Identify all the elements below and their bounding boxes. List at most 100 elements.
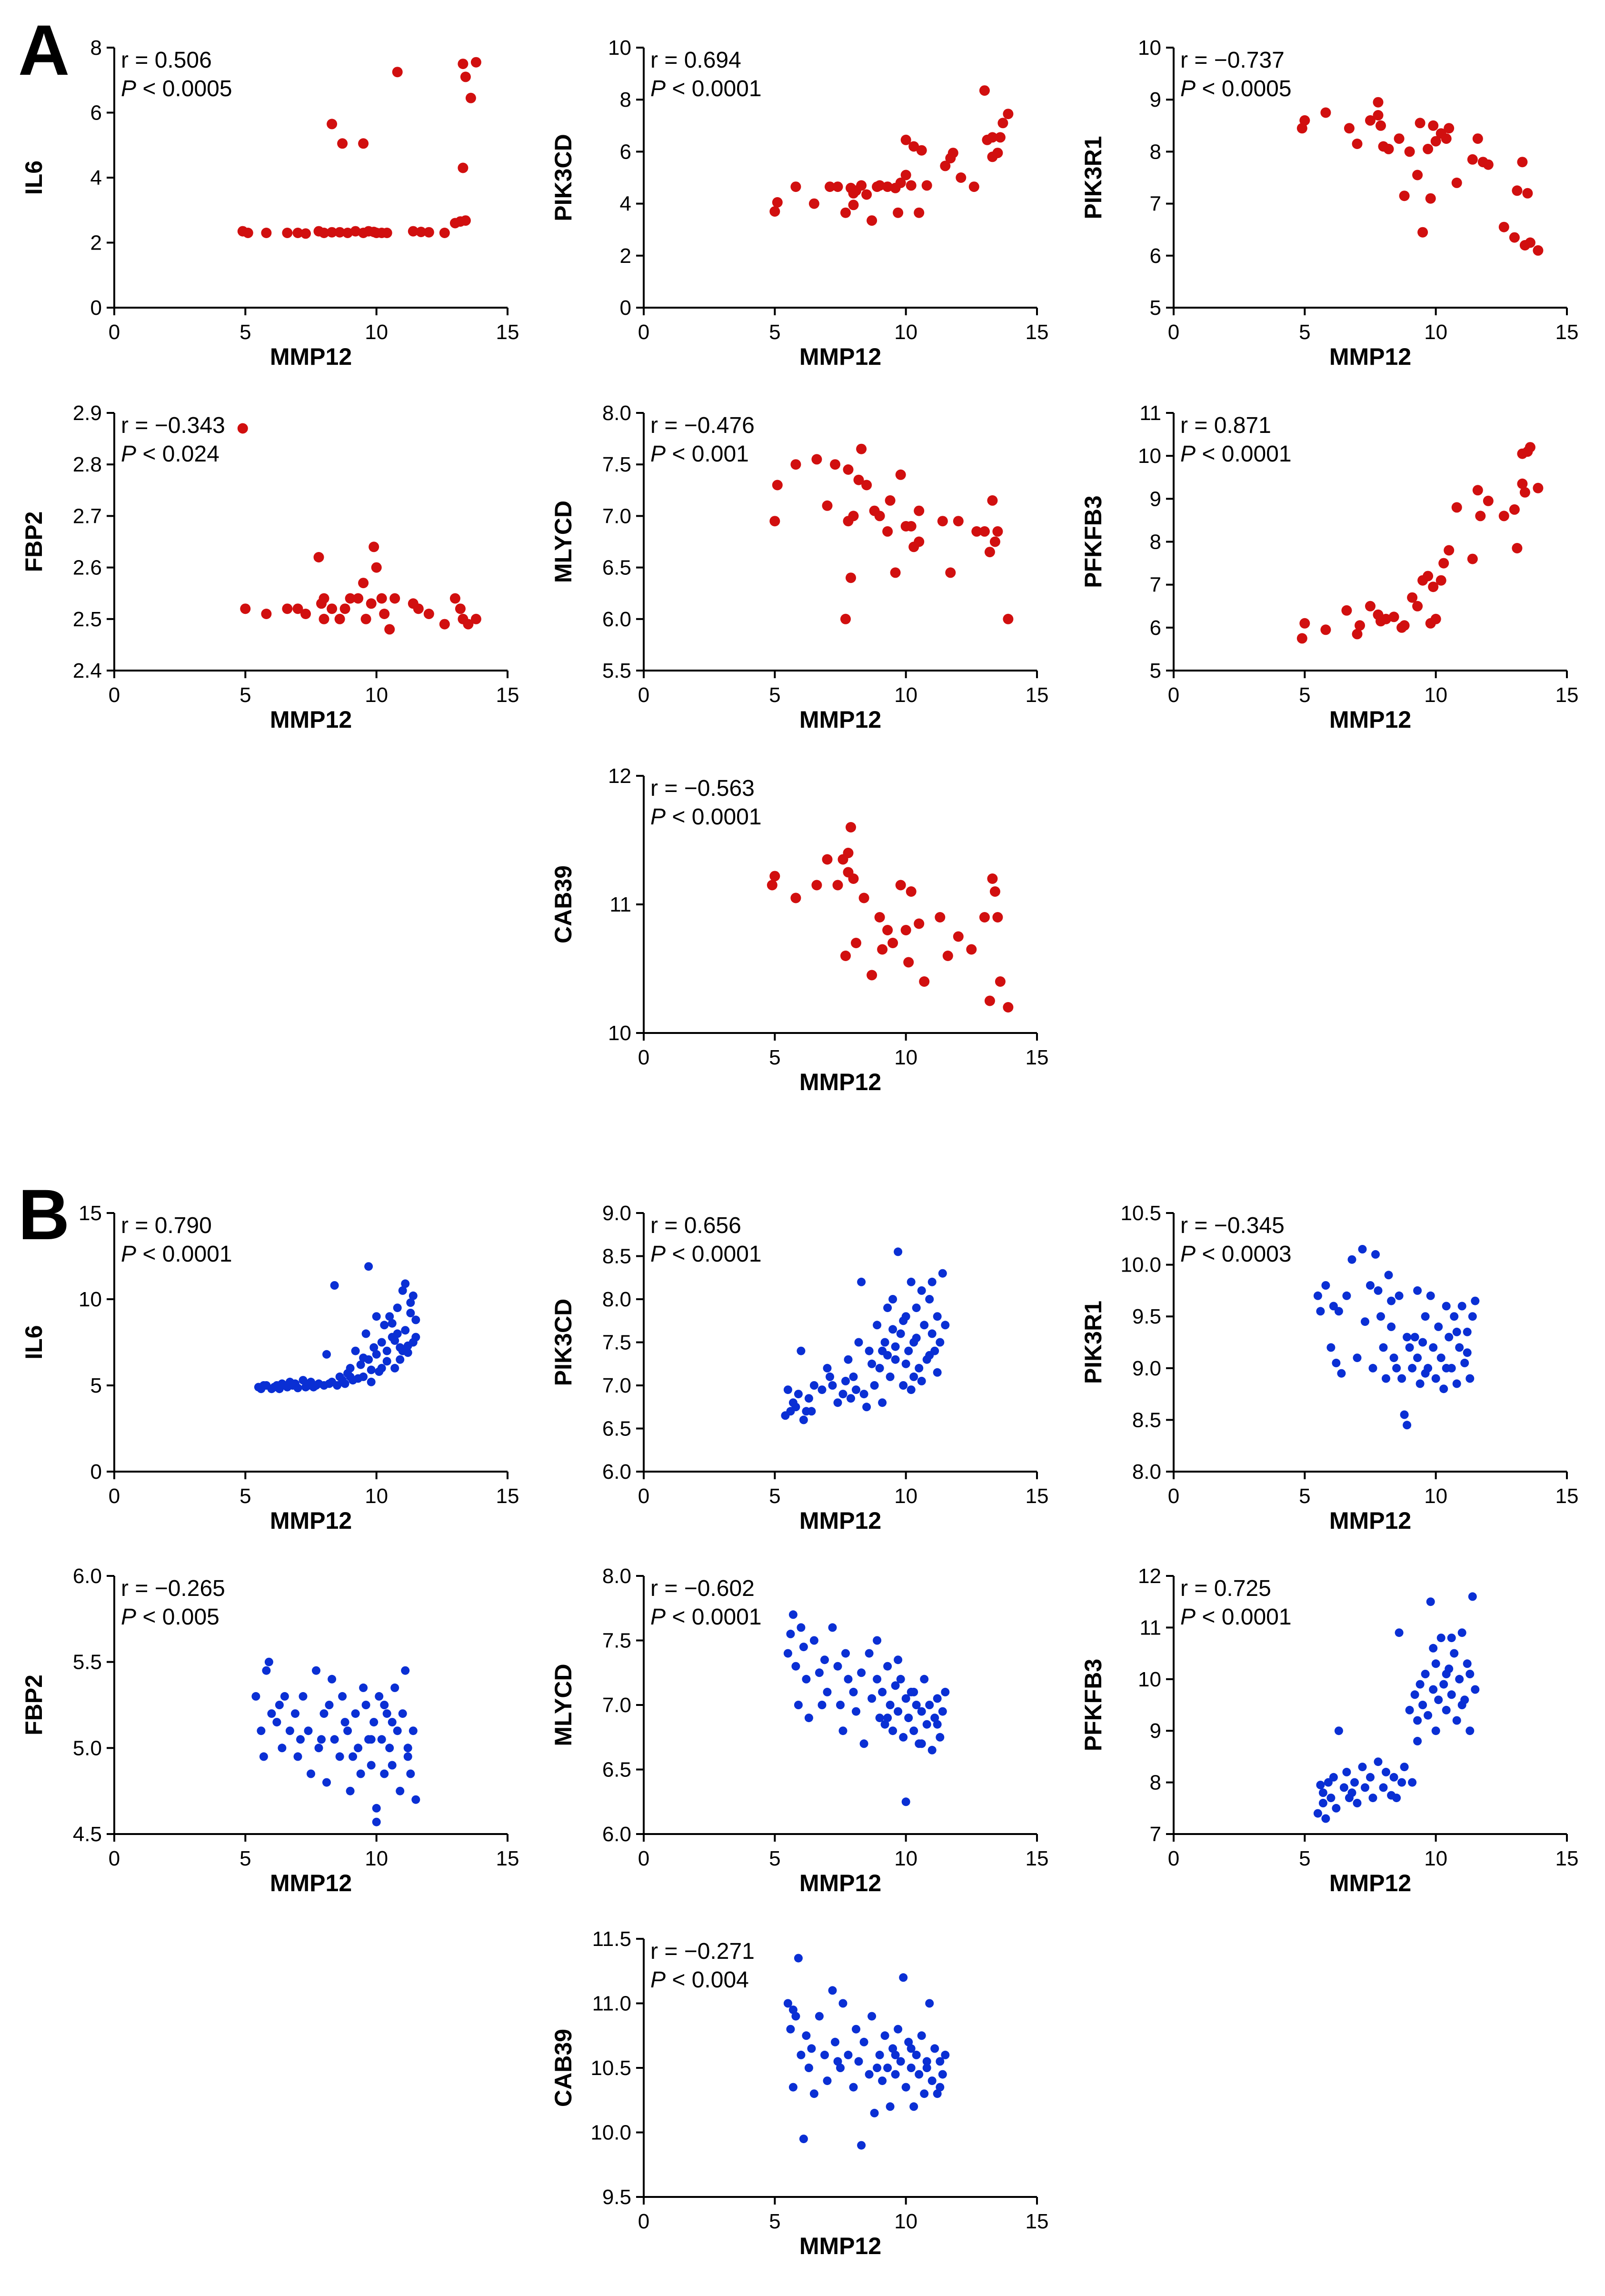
chart-b-cab39: 9.5 10.0 10.5 11.0 11.5 0 5 10 15 MMP12 CAB39 r = −… [550, 1927, 1048, 2259]
y-tick-label: 9.5 [602, 2186, 631, 2209]
data-point [987, 132, 998, 143]
data-point [788, 2083, 798, 2092]
data-point [401, 1326, 410, 1335]
data-point [895, 469, 906, 480]
data-point [840, 613, 851, 624]
data-point [1429, 1685, 1438, 1694]
data-point [851, 938, 861, 948]
data-point [393, 1329, 402, 1338]
data-point [322, 1778, 331, 1787]
data-point [1452, 1327, 1461, 1336]
r-value: r = −0.265 [121, 1576, 225, 1601]
data-point [880, 1338, 889, 1347]
data-point [1442, 1364, 1451, 1373]
data-point [888, 2044, 897, 2053]
y-axis-title: CAB39 [550, 865, 577, 943]
x-tick-label: 15 [496, 683, 519, 707]
data-point [992, 148, 1003, 159]
data-point [1471, 1685, 1480, 1694]
data-point [406, 1769, 415, 1778]
data-point [941, 2050, 950, 2059]
x-tick-label: 5 [1299, 683, 1310, 707]
data-point [237, 423, 248, 434]
y-tick-label: 15 [79, 1202, 102, 1225]
data-point [1382, 1374, 1390, 1383]
data-point [848, 200, 859, 211]
x-tick-label: 5 [239, 683, 251, 707]
data-point [390, 1683, 399, 1692]
data-point [849, 1372, 858, 1381]
data-point [361, 1701, 370, 1709]
data-point [1509, 232, 1520, 243]
data-point [930, 2044, 939, 2053]
data-point [1445, 1333, 1454, 1342]
data-point [794, 1390, 803, 1399]
data-point [799, 2135, 808, 2144]
data-point [797, 1623, 806, 1632]
data-point [1379, 1783, 1388, 1792]
chart-a-il6: 0 2 4 6 8 0 5 10 15 MMP12 IL6 r = 0.506 P < 0.0005 [20, 36, 519, 370]
data-point [291, 1709, 299, 1718]
y-tick-label: 7.5 [602, 453, 631, 476]
data-point [828, 1986, 837, 1995]
data-point [915, 1364, 924, 1373]
data-point [1358, 1245, 1367, 1253]
data-point [359, 1683, 368, 1692]
x-axis-title: MMP12 [1329, 343, 1411, 370]
p-symbol: P [650, 441, 666, 467]
data-point [1522, 188, 1533, 199]
data-point [933, 2089, 942, 2098]
data-point [883, 1303, 892, 1313]
r-value: r = 0.694 [650, 48, 741, 73]
data-point [1332, 1358, 1341, 1367]
data-point [1352, 629, 1363, 640]
data-point [909, 2102, 918, 2111]
data-point [1361, 1317, 1369, 1326]
data-point [933, 1694, 942, 1703]
data-point [1368, 1794, 1377, 1803]
data-point [807, 2044, 816, 2053]
data-point [411, 1795, 420, 1804]
y-tick-label: 8.5 [602, 1245, 631, 1268]
x-tick-label: 10 [1424, 1847, 1447, 1870]
data-point [859, 1739, 868, 1748]
data-point [788, 2005, 798, 2015]
data-point [809, 1381, 818, 1390]
data-point [1347, 1788, 1356, 1797]
data-point [390, 1364, 399, 1373]
data-point [1337, 1369, 1346, 1378]
data-point [907, 1385, 916, 1394]
data-point [1399, 190, 1410, 201]
data-point [838, 1999, 847, 2008]
data-point [369, 541, 379, 552]
data-point [802, 2031, 811, 2040]
data-point [906, 521, 917, 531]
r-value: r = −0.476 [650, 413, 755, 438]
data-point [380, 1769, 389, 1778]
data-point [282, 603, 293, 614]
data-point [769, 871, 780, 882]
p-symbol: P [650, 804, 666, 830]
data-point [875, 2050, 884, 2059]
data-point [848, 511, 859, 521]
data-point [859, 1390, 868, 1399]
x-tick-label: 0 [109, 683, 120, 707]
data-point [1457, 1701, 1466, 1709]
y-tick-label: 4 [620, 192, 631, 216]
data-point [1452, 1716, 1461, 1725]
data-point [380, 1701, 389, 1709]
data-point [840, 207, 851, 218]
y-axis-title: PIK3R1 [1080, 1301, 1107, 1384]
data-point [903, 957, 914, 968]
data-point [367, 1377, 376, 1386]
data-point [791, 2012, 800, 2021]
y-axis-title: MLYCD [550, 1664, 577, 1746]
data-point [458, 162, 469, 173]
data-point [947, 148, 958, 159]
chart-b-pfkfb3: 7 8 9 10 11 12 0 5 10 15 MMP12 PFKFB3 r = 0.725 P < 0… [1080, 1564, 1578, 1896]
y-tick-label: 6 [620, 140, 631, 163]
data-point [375, 1692, 384, 1701]
chart-b-fbp2: 4.5 5.0 5.5 6.0 0 5 10 15 MMP12 FBP2 r = −0.265 P <… [20, 1564, 519, 1896]
y-tick-label: 8.5 [1132, 1408, 1161, 1432]
panel-label-b: B [18, 1174, 70, 1254]
